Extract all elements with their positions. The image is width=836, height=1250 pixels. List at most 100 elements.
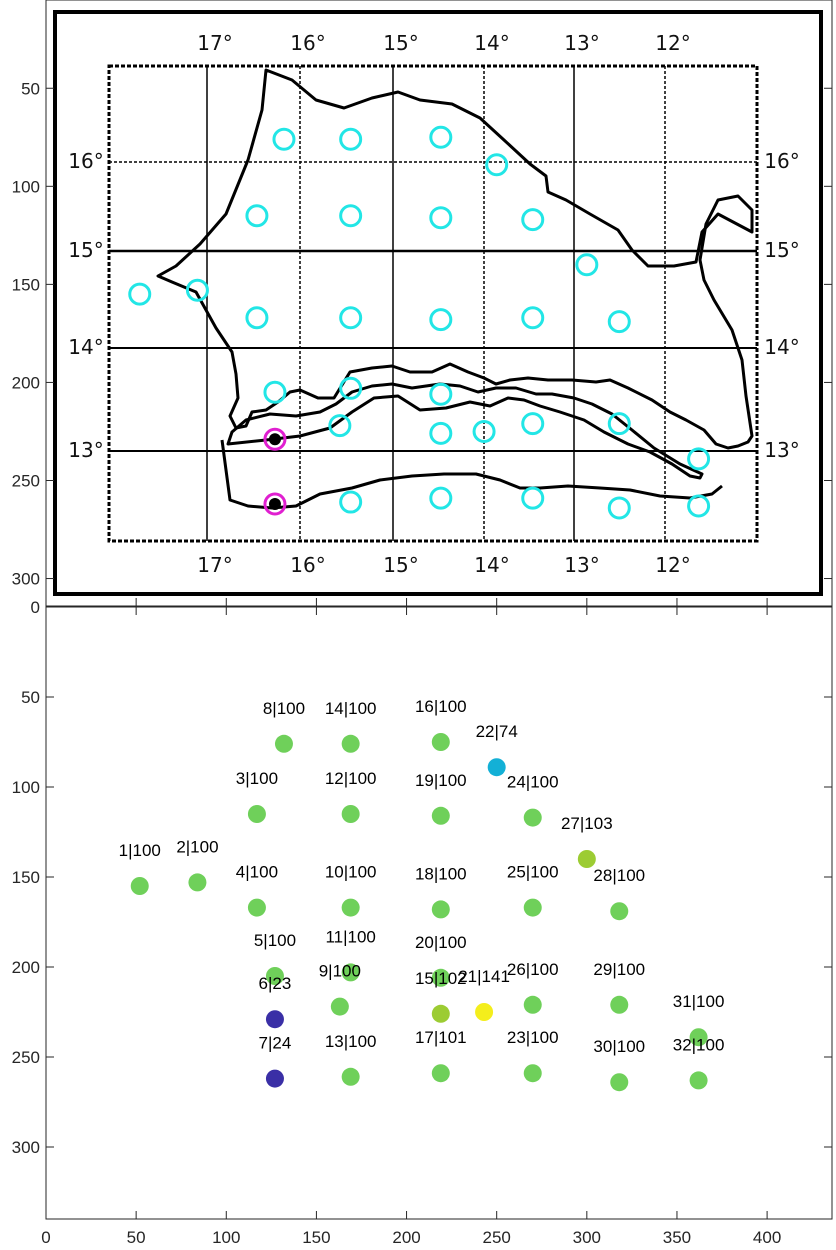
station-ring [339,127,363,151]
station-ring [521,486,545,510]
data-point [487,758,506,777]
latitude-label-right: 15° [764,238,799,262]
data-point [341,1067,360,1086]
data-point-label: 12|100 [325,769,377,788]
data-point [265,1069,284,1088]
station-ring [607,310,631,334]
station-ring [339,204,363,228]
data-point [523,808,542,827]
station-ring [429,382,453,406]
y-tick-label: 0 [31,598,40,617]
longitude-label-bottom: 16° [290,553,325,577]
x-tick-label: 100 [212,1228,240,1247]
latitude-label-right: 13° [764,438,799,462]
longitude-label-bottom: 17° [197,553,232,577]
longitude-label-bottom: 14° [474,553,509,577]
scatter-x-axis: 0 50 100 150 200 250 300 350 400 [41,607,781,1247]
data-point [523,995,542,1014]
map-inner-frame [107,64,759,543]
station-ring [328,414,352,438]
station-ring [521,412,545,436]
data-point [265,1010,284,1029]
station-ring [521,306,545,330]
data-point [341,963,360,982]
data-point [610,995,629,1014]
latitude-label-left: 16° [68,149,103,173]
station-ring [429,308,453,332]
data-point-label: 17|101 [415,1028,467,1047]
latitude-label-left: 14° [68,335,103,359]
data-point-label: 24|100 [507,773,559,792]
data-point [610,1073,629,1092]
y-tick-label: 200 [12,373,40,392]
data-point [330,997,349,1016]
latitude-label-right: 14° [764,335,799,359]
data-point-label: 6|23 [259,974,292,993]
station-ring [272,127,296,151]
data-point-label: 7|24 [259,1034,292,1053]
x-tick-label: 350 [663,1228,691,1247]
x-tick-label: 150 [302,1228,330,1247]
station-ring [245,204,269,228]
data-point-label: 2|100 [176,837,218,856]
southern-border [220,439,723,510]
data-point-label: 18|100 [415,864,467,883]
data-point-label: 19|100 [415,771,467,790]
data-point [247,898,266,917]
station-ring [472,419,496,443]
station-dot [268,433,281,446]
y-tick-label: 100 [12,177,40,196]
x-tick-label: 250 [483,1228,511,1247]
data-point [610,902,629,921]
station-ring [607,496,631,520]
station-ring [607,412,631,436]
y-tick-label: 300 [12,570,40,589]
station-ring [339,376,363,400]
latitude-label-left: 13° [68,438,103,462]
scatter-points: 1|100 2|100 3|100 4|100 5|100 6|23 7|24 8|100 9|… [119,697,724,1092]
scatter-panel: 0 50 100 150 200 250 300 350 400 0 50 100 150 200 250… [12,598,833,1247]
y-tick-label: 100 [12,778,40,797]
data-point-label: 27|103 [561,814,613,833]
y-tick-label: 50 [21,688,40,707]
station-ring [263,492,287,516]
data-point-label: 26|100 [507,960,559,979]
map-panel: 17° 16° 15° 14° 13° 12° 17° 16° 15° 14° 13° 12° 16° 1… [12,0,833,607]
longitude-label-top: 13° [564,31,599,55]
station-ring [687,447,711,471]
y-tick-label: 50 [21,79,40,98]
data-point-label: 10|100 [325,863,377,882]
y-tick-label: 200 [12,958,40,977]
map-degree-labels: 17° 16° 15° 14° 13° 12° 17° 16° 15° 14° 13° 12° 16° 1… [68,31,799,577]
y-tick-label: 250 [12,1048,40,1067]
data-point-label: 23|100 [507,1028,559,1047]
data-point-label: 29|100 [593,960,645,979]
data-point-label: 16|100 [415,697,467,716]
data-point-label: 14|100 [325,699,377,718]
station-ring [521,208,545,232]
station-ring [339,306,363,330]
longitude-label-top: 12° [655,31,690,55]
latitude-label-left: 15° [68,238,103,262]
data-point [341,898,360,917]
longitude-label-top: 15° [383,31,418,55]
data-point [431,900,450,919]
station-ring [485,153,509,177]
gambia-outline [226,382,704,480]
x-tick-label: 300 [573,1228,601,1247]
data-point-label: 1|100 [119,841,161,860]
station-ring [429,206,453,230]
data-point [431,1064,450,1083]
map-outer-border [53,10,823,596]
country-outline [156,68,754,450]
data-point-label: 9|100 [319,962,361,981]
y-tick-label: 150 [12,868,40,887]
map-y-axis: 50 100 150 200 250 300 [12,79,832,606]
map-stations [128,125,711,520]
data-point [689,1028,708,1047]
data-point [130,877,149,895]
data-point [689,1071,708,1090]
station-ring [128,282,152,306]
longitude-label-top: 14° [474,31,509,55]
